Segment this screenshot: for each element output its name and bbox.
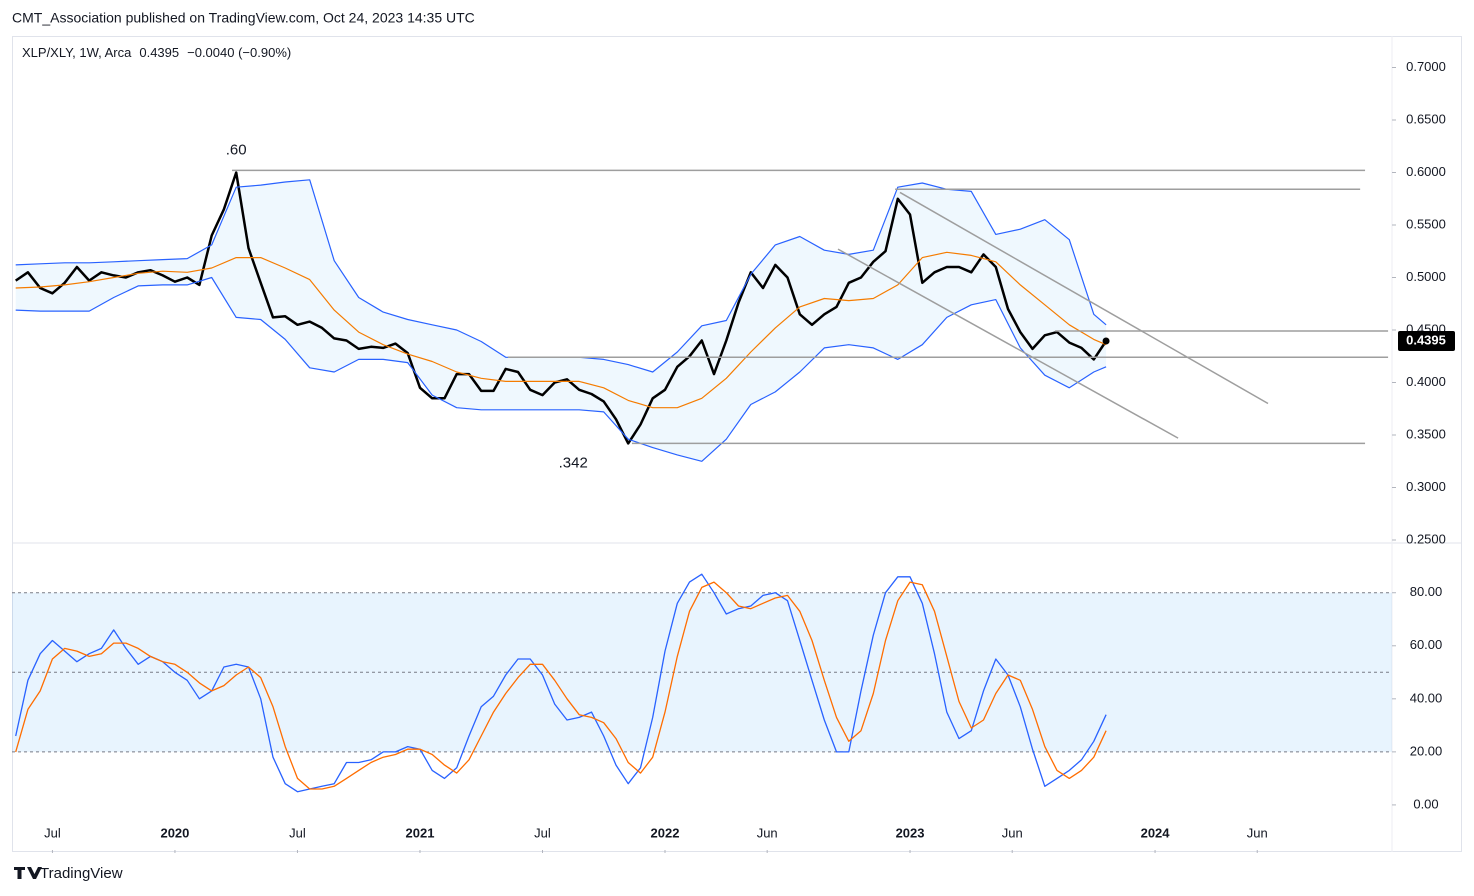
y-tick-label: 0.6500	[1406, 111, 1446, 126]
x-tick-label: Jun	[1002, 825, 1023, 840]
plot-area	[12, 573, 1392, 793]
drawn-line	[899, 191, 1269, 405]
y-tick-label: 0.4000	[1406, 374, 1446, 389]
x-tick-label: Jun	[757, 825, 778, 840]
price-label: 0.4395	[1406, 332, 1446, 347]
price-change: −0.0040 (−0.90%)	[187, 45, 291, 60]
x-tick-label: Jul	[44, 825, 61, 840]
x-tick-label: 2024	[1141, 825, 1171, 840]
series-line	[15, 573, 1107, 793]
last-point	[1102, 337, 1110, 345]
y-tick-label: 0.2500	[1406, 531, 1446, 546]
y-tick-label: 0.6000	[1406, 164, 1446, 179]
legend-header: XLP/XLY, 1W, Arca 0.4395 −0.0040 (−0.90%)	[22, 45, 291, 60]
symbol: XLP/XLY, 1W, Arca	[22, 45, 132, 60]
chart-frame	[12, 36, 1462, 852]
annotation: .60	[226, 141, 247, 158]
brand-logo: TradingView	[14, 865, 123, 882]
logo-icon	[14, 867, 42, 879]
y-tick-label: 0.00	[1413, 796, 1438, 811]
annotation: .342	[559, 454, 588, 471]
price-label-box	[1398, 331, 1455, 352]
y-tick-label: 60.00	[1410, 637, 1443, 652]
publisher-note: CMT_Association published on TradingView…	[12, 10, 475, 26]
series-line	[15, 276, 1107, 462]
series-line	[15, 581, 1107, 790]
drawn-line	[837, 248, 1179, 439]
x-tick-label: 2020	[160, 825, 189, 840]
y-tick-label: 40.00	[1410, 690, 1443, 705]
x-tick-label: 2023	[896, 825, 925, 840]
x-tick-label: Jun	[1247, 825, 1268, 840]
y-tick-label: 20.00	[1410, 743, 1443, 758]
x-tick-label: 2022	[651, 825, 680, 840]
band-fill	[15, 179, 1107, 462]
y-tick-label: 80.00	[1410, 584, 1443, 599]
brand-name: TradingView	[40, 865, 123, 882]
y-tick-label: 0.7000	[1406, 59, 1446, 74]
x-tick-label: Jul	[534, 825, 551, 840]
y-tick-label: 0.3500	[1406, 426, 1446, 441]
y-tick-label: 0.3000	[1406, 479, 1446, 494]
y-tick-label: 0.5000	[1406, 269, 1446, 284]
last-price: 0.4395	[139, 45, 179, 60]
x-tick-label: 2021	[406, 825, 435, 840]
x-tick-label: Jul	[289, 825, 306, 840]
y-tick-label: 0.5500	[1406, 216, 1446, 231]
plot-area	[14, 171, 1108, 462]
series-line	[15, 251, 1107, 409]
